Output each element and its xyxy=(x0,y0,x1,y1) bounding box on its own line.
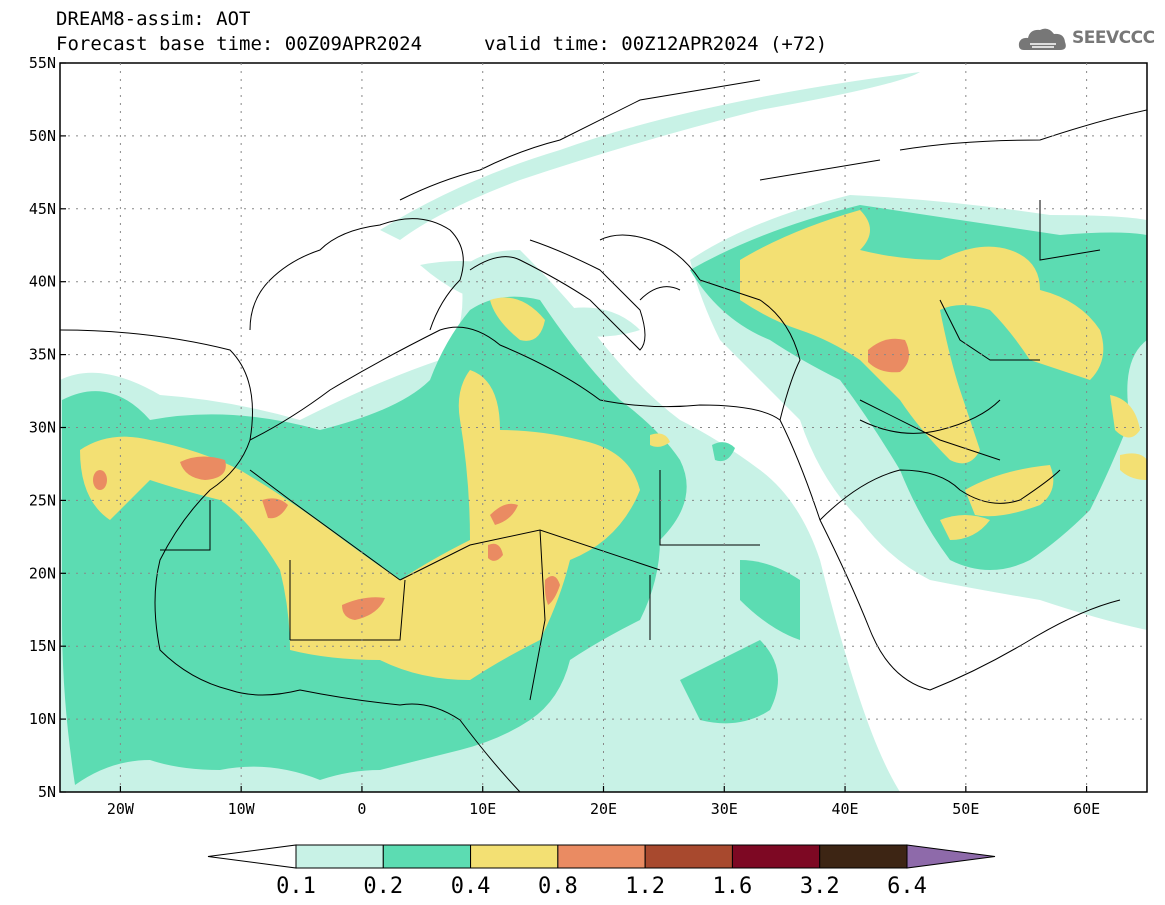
lon-tick-label: 20W xyxy=(107,800,135,818)
map-title: DREAM8-assim: AOT xyxy=(56,8,251,30)
lat-tick-label: 35N xyxy=(29,346,56,364)
lat-tick-label: 20N xyxy=(29,564,56,582)
colorbar-segment xyxy=(819,844,908,869)
colorbar: 0.1 0.2 0.4 0.8 1.2 1.6 3.2 6.4 xyxy=(207,844,996,899)
lat-tick-label: 30N xyxy=(29,419,56,437)
lon-tick-label: 10E xyxy=(469,800,496,818)
colorbar-segment xyxy=(382,844,472,869)
lat-tick-label: 55N xyxy=(29,54,56,72)
colorbar-segment xyxy=(470,844,559,869)
lat-tick-label: 25N xyxy=(29,491,56,509)
seevccc-logo: SEEVCCC xyxy=(1016,22,1156,58)
longitude-axis: 20W 10W 0 10E 20E 30E 40E 50E 60E xyxy=(107,63,1100,818)
lon-tick-label: 30E xyxy=(711,800,738,818)
lat-tick-label: 40N xyxy=(29,273,56,291)
lon-tick-label: 50E xyxy=(952,800,979,818)
colorbar-segment xyxy=(557,844,646,869)
forecast-base-time: Forecast base time: 00Z09APR2024 xyxy=(56,33,423,55)
aot-field xyxy=(60,63,1147,792)
cloud-icon xyxy=(1018,28,1066,50)
colorbar-over-arrow xyxy=(906,844,996,869)
colorbar-segment xyxy=(644,844,733,869)
lat-tick-label: 15N xyxy=(29,637,56,655)
colorbar-segment xyxy=(295,844,384,869)
coastlines xyxy=(60,79,1147,792)
colorbar-label: 0.8 xyxy=(538,874,578,899)
colorbar-label: 1.2 xyxy=(625,874,665,899)
colorbar-label: 1.6 xyxy=(713,874,753,899)
logo-text: SEEVCCC xyxy=(1072,28,1155,48)
colorbar-label: 0.2 xyxy=(363,874,403,899)
colorbar-segment xyxy=(731,844,821,869)
valid-time: valid time: 00Z12APR2024 (+72) xyxy=(484,33,828,55)
colorbar-label: 6.4 xyxy=(887,874,927,899)
lon-tick-label: 40E xyxy=(832,800,859,818)
colorbar-label: 3.2 xyxy=(800,874,840,899)
lat-tick-label: 10N xyxy=(29,710,56,728)
colorbar-under-arrow xyxy=(207,844,297,869)
lon-tick-label: 20E xyxy=(590,800,617,818)
lon-tick-label: 0 xyxy=(357,800,366,818)
lat-tick-label: 45N xyxy=(29,200,56,218)
lon-tick-label: 60E xyxy=(1073,800,1100,818)
colorbar-label: 0.4 xyxy=(451,874,491,899)
lon-tick-label: 10W xyxy=(228,800,256,818)
lat-tick-label: 5N xyxy=(38,783,56,801)
colorbar-label: 0.1 xyxy=(276,874,316,899)
lat-tick-label: 50N xyxy=(29,127,56,145)
